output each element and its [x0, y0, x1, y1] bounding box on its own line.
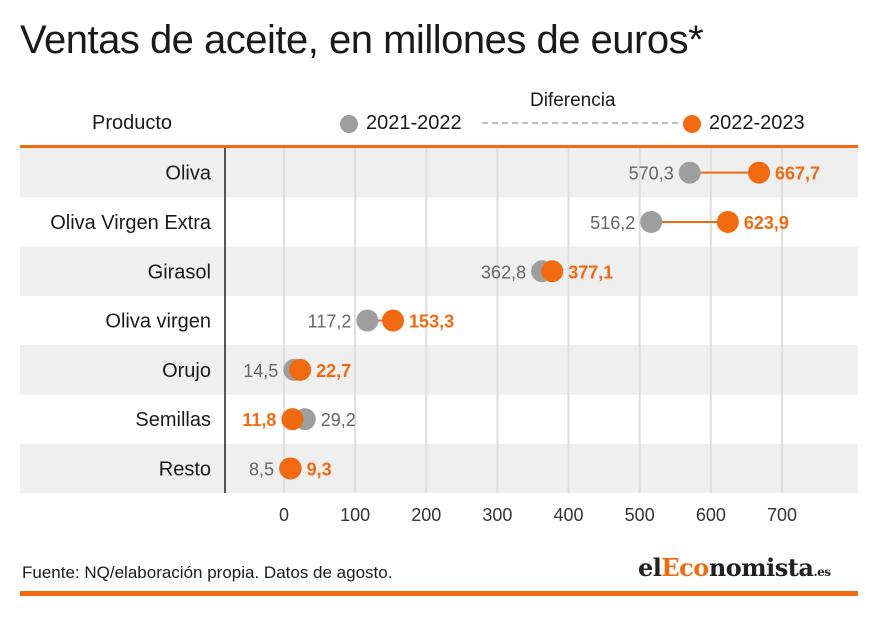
data-label-2022-2023: 22,7 — [316, 361, 351, 381]
column-header-product: Producto — [92, 112, 173, 134]
x-tick-label: 400 — [554, 505, 584, 525]
data-label-2021-2022: 516,2 — [590, 213, 635, 233]
category-label: Oliva — [165, 163, 211, 185]
data-label-2022-2023: 11,8 — [242, 410, 276, 430]
dot-2022-2023 — [382, 309, 405, 332]
row-band — [20, 246, 858, 296]
dot-2022-2023 — [281, 408, 304, 431]
footer-rule — [20, 591, 858, 596]
data-label-2022-2023: 9,3 — [307, 459, 332, 479]
dot-2021-2022 — [678, 161, 701, 184]
data-label-2021-2022: 8,5 — [249, 459, 274, 479]
data-label-2021-2022: 14,5 — [243, 361, 278, 381]
legend-dot-2022-2023 — [683, 115, 701, 133]
data-label-2022-2023: 377,1 — [568, 262, 613, 282]
header-rule — [20, 145, 858, 148]
category-label: Oliva virgen — [105, 311, 211, 333]
dot-2022-2023 — [748, 161, 771, 184]
x-tick-label: 600 — [696, 505, 726, 525]
x-tick-label: 500 — [625, 505, 655, 525]
data-label-2022-2023: 623,9 — [744, 213, 789, 233]
data-label-2022-2023: 153,3 — [409, 312, 454, 332]
category-label: Oliva Virgen Extra — [50, 212, 212, 234]
data-label-2021-2022: 362,8 — [481, 262, 526, 282]
x-tick-label: 0 — [279, 505, 289, 525]
legend-dashed-line — [482, 122, 678, 124]
data-label-2022-2023: 667,7 — [775, 164, 820, 184]
dot-2022-2023 — [279, 457, 302, 480]
dot-2021-2022 — [640, 210, 663, 233]
data-label-2021-2022: 570,3 — [629, 164, 674, 184]
category-label: Resto — [159, 458, 211, 480]
chart-title: Ventas de aceite, en millones de euros* — [20, 18, 704, 62]
category-label: Orujo — [162, 360, 211, 382]
category-label: Semillas — [135, 409, 211, 431]
row-band — [20, 443, 858, 494]
data-label-2021-2022: 29,2 — [321, 410, 356, 430]
legend-difference-label: Diferencia — [530, 90, 616, 111]
source-note: Fuente: NQ/elaboración propia. Datos de … — [22, 563, 393, 582]
dot-2022-2023 — [289, 358, 312, 381]
category-label: Girasol — [148, 261, 211, 283]
publisher-logo: elEconomista.es — [638, 553, 831, 582]
data-label-2021-2022: 117,2 — [308, 312, 352, 332]
dot-2022-2023 — [541, 260, 564, 283]
x-tick-label: 700 — [767, 505, 797, 525]
row-band — [20, 345, 858, 395]
dot-2021-2022 — [356, 309, 379, 332]
legend-dot-2021-2022 — [340, 115, 358, 133]
legend-label-2021-2022: 2021-2022 — [366, 112, 462, 134]
legend-label-2022-2023: 2022-2023 — [709, 112, 805, 134]
x-tick-label: 100 — [340, 505, 370, 525]
x-tick-label: 300 — [482, 505, 512, 525]
x-tick-label: 200 — [411, 505, 441, 525]
dot-2022-2023 — [716, 210, 739, 233]
